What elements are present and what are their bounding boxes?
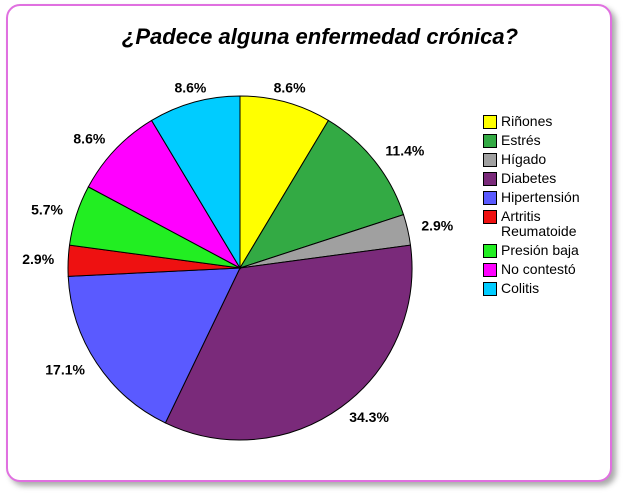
legend-swatch xyxy=(483,263,497,277)
data-label: 2.9% xyxy=(421,217,453,233)
legend-label: No contestó xyxy=(501,261,576,277)
chart-title: ¿Padece alguna enfermedad crónica? xyxy=(122,24,518,49)
pie-slice xyxy=(67,267,241,424)
legend-item: No contestó xyxy=(483,262,608,277)
pie-slice xyxy=(239,95,330,270)
legend-label: Diabetes xyxy=(501,170,557,186)
data-label: 8.6% xyxy=(274,79,306,95)
legend-label: Riñones xyxy=(501,113,553,129)
data-label: 17.1% xyxy=(45,361,85,377)
pie-slice xyxy=(164,244,413,441)
legend-label: Hipertensión xyxy=(501,189,580,205)
legend-label: Estrés xyxy=(501,132,541,148)
legend-label: Colitis xyxy=(501,280,540,296)
legend-label: Hígado xyxy=(501,151,547,167)
data-label: 34.3% xyxy=(349,409,389,425)
pie-slice xyxy=(238,119,405,269)
legend-label: Presión baja xyxy=(501,242,579,258)
legend-item: Hígado xyxy=(483,152,608,167)
legend-swatch xyxy=(483,282,497,296)
legend-swatch xyxy=(483,244,497,258)
legend-swatch xyxy=(483,172,497,186)
data-label: 8.6% xyxy=(174,79,206,95)
legend: Riñones Estrés Hígado Diabetes Hipertensión A… xyxy=(483,114,608,300)
legend-item: Estrés xyxy=(483,133,608,148)
legend-label: Artritis Reumatoide xyxy=(501,208,577,239)
legend-swatch xyxy=(483,115,497,129)
legend-item: Hipertensión xyxy=(483,190,608,205)
legend-swatch xyxy=(483,134,497,148)
data-label: 8.6% xyxy=(73,130,105,146)
pie-slice xyxy=(150,95,241,270)
legend-swatch xyxy=(483,210,497,224)
legend-item: Diabetes xyxy=(483,171,608,186)
data-label: 5.7% xyxy=(31,202,63,218)
pie-slice xyxy=(87,119,242,270)
legend-item: Colitis xyxy=(483,281,608,296)
legend-item: Presión baja xyxy=(483,243,608,258)
legend-item: Artritis Reumatoide xyxy=(483,209,608,239)
legend-swatch xyxy=(483,153,497,167)
data-label: 11.4% xyxy=(385,143,424,159)
legend-item: Riñones xyxy=(483,114,608,129)
data-label: 2.9% xyxy=(22,251,54,267)
legend-swatch xyxy=(483,191,497,205)
